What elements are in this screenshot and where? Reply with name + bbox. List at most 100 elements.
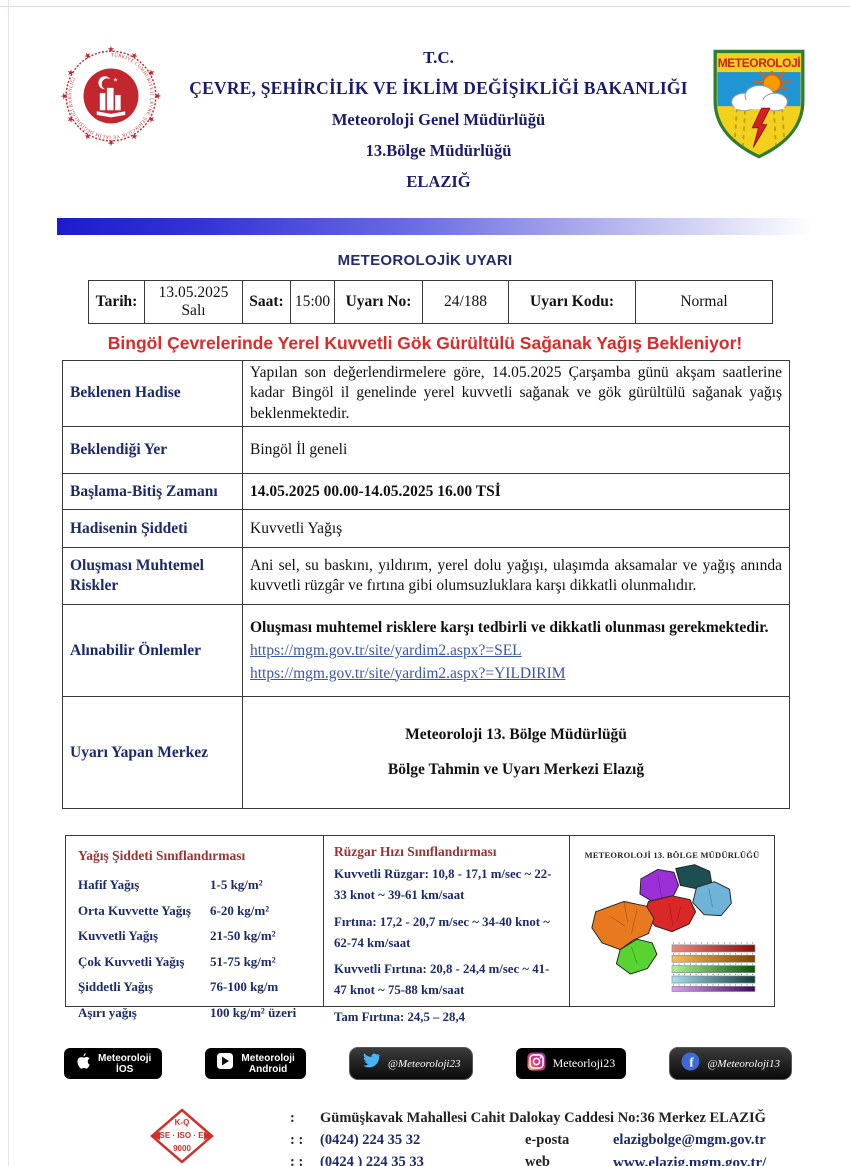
- facebook-badge[interactable]: f @Meteoroloji13: [669, 1047, 792, 1081]
- precip-value: 51-75 kg/m²: [210, 953, 276, 969]
- risks-text: Ani sel, su baskını, yıldırım, yerel dol…: [242, 547, 790, 606]
- date-text: 13.05.2025: [158, 284, 229, 302]
- classification-box: Yağış Şiddeti Sınıflandırması Hafif Yağı…: [65, 835, 775, 1024]
- twitter-badge[interactable]: @Meteoroloji23: [348, 1047, 473, 1081]
- email-label: e-posta: [525, 1132, 570, 1149]
- document-header: ★ ★ ★ ★ ★ ★ ★ ★ ★ ★ ★ ★: [0, 0, 850, 192]
- warning-no-value: 24/188: [422, 280, 509, 324]
- list-item: Çok Kuvvetli Yağış 51-75 kg/m²: [78, 954, 315, 970]
- list-item: Şiddetli Yağış 76-100 kg/m: [78, 979, 315, 995]
- android-app-badge[interactable]: Meteoroloji Android: [205, 1048, 306, 1080]
- facebook-icon: f: [681, 1052, 700, 1076]
- apple-icon: [75, 1052, 91, 1075]
- precip-classification-panel: Yağış Şiddeti Sınıflandırması Hafif Yağı…: [66, 836, 324, 1020]
- precautions-text: Oluşması muhtemel risklere karşı tedbirl…: [250, 618, 769, 636]
- issuing-center-line2: Bölge Tahmin ve Uyarı Merkezi Elazığ: [387, 760, 645, 778]
- date-value: 13.05.2025 Salı: [144, 280, 243, 324]
- phone2-number: (0424 ) 224 35 33: [320, 1153, 424, 1166]
- warning-headline: Bingöl Çevrelerinde Yerel Kuvvetli Gök G…: [107, 333, 743, 353]
- google-play-icon: [216, 1052, 234, 1075]
- severity-label: Hadisenin Şiddeti: [62, 509, 243, 549]
- day-text: Salı: [181, 302, 206, 319]
- scan-edge-top: [0, 6, 850, 7]
- list-item: Fırtına: 17,2 - 20,7 m/sec ~ 34-40 knot …: [334, 914, 550, 950]
- precautions-label: Alınabilir Önlemler: [62, 604, 243, 698]
- issuing-center-line1: Meteoroloji 13. Bölge Müdürlüğü: [405, 726, 627, 744]
- table-row: Alınabilir Önlemler Oluşması muhtemel ri…: [62, 604, 790, 698]
- svg-text:★: ★: [82, 49, 94, 62]
- header-directorate: Meteoroloji Genel Müdürlüğü: [331, 110, 546, 129]
- instagram-badge[interactable]: Meteorloji23: [515, 1048, 627, 1080]
- header-titles: T.C. ÇEVRE, ŞEHİRCİLİK VE İKLİM DEĞİŞİKL…: [167, 40, 710, 192]
- warning-no-label: Uyarı No:: [334, 280, 423, 324]
- badge-handle: Meteorloji23: [552, 1056, 616, 1071]
- phone-web-row: : : (0424 ) 224 35 33 web www.elazig.mgm…: [290, 1152, 766, 1166]
- header-ministry: ÇEVRE, ŞEHİRCİLİK VE İKLİM DEĞİŞİKLİĞİ B…: [189, 78, 688, 98]
- precip-label: Şiddetli Yağış: [78, 979, 154, 995]
- svg-text:TSE · ISO · EN: TSE · ISO · EN: [155, 1131, 210, 1140]
- divider-gradient-bar: [57, 218, 845, 235]
- phone2-prefix: : :: [290, 1153, 304, 1166]
- badge-handle: @Meteoroloji13: [707, 1057, 780, 1070]
- expected-event-label: Beklenen Hadise: [62, 359, 243, 428]
- warning-code-value: Normal: [635, 280, 773, 324]
- time-span-label: Başlama-Bitiş Zamanı: [62, 473, 243, 511]
- svg-text:★: ★: [145, 114, 158, 126]
- precip-label: Orta Kuvvette Yağış: [78, 902, 191, 918]
- expected-place-label: Beklendiği Yer: [62, 426, 243, 475]
- precip-value: 100 kg/m² üzeri: [210, 1004, 297, 1020]
- badge-handle: @Meteoroloji23: [387, 1057, 461, 1070]
- lightning-help-link[interactable]: https://mgm.gov.tr/site/yardim2.aspx?=YI…: [250, 664, 566, 682]
- twitter-icon: [361, 1053, 381, 1074]
- phone1-prefix: : :: [290, 1132, 304, 1149]
- list-item: Orta Kuvvette Yağış 6-20 kg/m²: [78, 903, 315, 919]
- tse-iso-9000-logo: K-Q TSE · ISO · EN 9000: [150, 1108, 214, 1165]
- wind-title: Rüzgar Hızı Sınıflandırması: [334, 844, 497, 860]
- badge-label: Android: [248, 1063, 288, 1075]
- time-span-text: 14.05.2025 00.00-14.05.2025 16.00 TSİ: [242, 473, 790, 511]
- instagram-icon: [527, 1052, 546, 1076]
- email-address[interactable]: elazigbolge@mgm.gov.tr: [613, 1132, 766, 1149]
- social-badges-row: Meteoroloji İOS Meteoroloji Android: [64, 1047, 792, 1081]
- document-footer: K-Q TSE · ISO · EN 9000 : Gümüşkavak Mah…: [150, 1108, 850, 1166]
- phone-email-row: : : (0424) 224 35 32 e-posta elazigbolge…: [290, 1130, 766, 1152]
- scan-edge-left: [8, 0, 9, 1166]
- svg-text:★: ★: [82, 130, 94, 143]
- precip-value: 1-5 kg/m²: [210, 877, 263, 893]
- svg-text:★: ★: [107, 138, 115, 148]
- svg-text:★: ★: [64, 67, 77, 79]
- header-region: 13.Bölge Müdürlüğü: [365, 141, 512, 160]
- svg-text:★: ★: [153, 92, 163, 100]
- list-item: Hafif Yağış 1-5 kg/m²: [78, 877, 315, 893]
- section-title: METEOROLOJİK UYARI: [337, 252, 513, 269]
- precip-value: 76-100 kg/m: [210, 979, 279, 995]
- website-link[interactable]: www.elazig.mgm.gov.tr/: [613, 1154, 767, 1166]
- precip-label: Kuvvetli Yağış: [78, 928, 159, 944]
- table-row: Hadisenin Şiddeti Kuvvetli Yağış: [62, 509, 790, 549]
- address-prefix: :: [290, 1110, 295, 1127]
- precip-label: Çok Kuvvetli Yağış: [78, 953, 185, 969]
- precip-label: Hafif Yağış: [78, 877, 140, 893]
- table-row: Beklendiği Yer Bingöl İl geneli: [62, 426, 790, 475]
- table-row: Uyarı Yapan Merkez Meteoroloji 13. Bölge…: [62, 696, 790, 810]
- time-label: Saat:: [242, 280, 291, 324]
- warning-info-table: Tarih: 13.05.2025 Salı Saat: 15:00 Uyarı…: [88, 280, 773, 324]
- badge-label: Meteoroloji: [241, 1052, 295, 1064]
- address-text: Gümüşkavak Mahallesi Cahit Dalokay Cadde…: [320, 1110, 766, 1127]
- badge-label: Meteoroloji: [98, 1052, 152, 1064]
- contact-block: : Gümüşkavak Mahallesi Cahit Dalokay Cad…: [290, 1108, 766, 1166]
- list-item: Aşırı yağış 100 kg/m² üzeri: [78, 1005, 315, 1021]
- issuing-center-cell: Meteoroloji 13. Bölge Müdürlüğü Bölge Ta…: [242, 696, 790, 810]
- svg-text:★: ★: [129, 49, 141, 62]
- svg-text:★: ★: [64, 113, 77, 125]
- flood-help-link[interactable]: https://mgm.gov.tr/site/yardim2.aspx?=SE…: [250, 642, 522, 660]
- severity-text: Kuvvetli Yağış: [242, 509, 790, 549]
- svg-text:METEOROLOJİ: METEOROLOJİ: [718, 55, 801, 70]
- ios-app-badge[interactable]: Meteoroloji İOS: [64, 1048, 163, 1080]
- precip-value: 21-50 kg/m²: [210, 928, 276, 944]
- svg-text:f: f: [690, 1054, 695, 1069]
- expected-event-text: Yapılan son değerlendirmelere göre, 14.0…: [242, 359, 790, 428]
- expected-place-text: Bingöl İl geneli: [242, 426, 790, 475]
- header-city: ELAZIĞ: [406, 172, 471, 191]
